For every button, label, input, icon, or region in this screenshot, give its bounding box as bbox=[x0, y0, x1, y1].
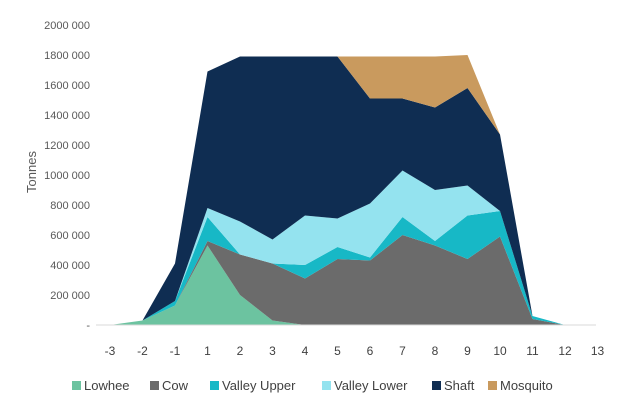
x-tick-label: 12 bbox=[558, 344, 572, 358]
x-tick-label: 11 bbox=[526, 344, 539, 358]
area-series-shaft bbox=[110, 56, 565, 325]
legend-swatch bbox=[210, 381, 219, 390]
y-tick-label: 400 000 bbox=[50, 260, 90, 272]
area-series-valley-upper bbox=[110, 211, 565, 325]
legend-swatch bbox=[322, 381, 331, 390]
y-tick-label: 600 000 bbox=[50, 230, 90, 242]
legend-swatch bbox=[432, 381, 441, 390]
x-axis-ticks: -3 -2 -1 1 2 3 4 5 6 7 8 9 10 11 12 13 bbox=[105, 344, 605, 358]
legend-label: Lowhee bbox=[84, 378, 130, 393]
legend-item-cow: Cow bbox=[150, 378, 189, 393]
area-series-valley-lower bbox=[110, 170, 565, 325]
x-tick-label: -2 bbox=[137, 344, 148, 358]
x-tick-label: 8 bbox=[432, 344, 439, 358]
y-tick-label: 2000 000 bbox=[44, 20, 90, 32]
y-tick-label: 1000 000 bbox=[44, 170, 90, 182]
x-tick-label: -1 bbox=[170, 344, 181, 358]
y-tick-label: 800 000 bbox=[50, 200, 90, 212]
y-axis-ticks: - 200 000 400 000 600 000 800 000 1000 000 120… bbox=[44, 20, 90, 332]
legend-label: Cow bbox=[162, 378, 189, 393]
area-series-cow bbox=[110, 235, 565, 325]
y-tick-label: 200 000 bbox=[50, 290, 90, 302]
x-tick-label: 9 bbox=[464, 344, 471, 358]
y-tick-label: 1200 000 bbox=[44, 140, 90, 152]
legend-swatch bbox=[488, 381, 497, 390]
legend-swatch bbox=[72, 381, 81, 390]
y-tick-label: - bbox=[86, 320, 90, 332]
x-tick-label: 3 bbox=[269, 344, 276, 358]
x-tick-label: 7 bbox=[399, 344, 406, 358]
y-tick-label: 1800 000 bbox=[44, 50, 90, 62]
x-tick-label: 2 bbox=[237, 344, 244, 358]
y-tick-label: 1400 000 bbox=[44, 110, 90, 122]
y-tick-label: 1600 000 bbox=[44, 80, 90, 92]
legend-item-valley-upper: Valley Upper bbox=[210, 378, 296, 393]
area-layers bbox=[110, 55, 565, 325]
x-tick-label: 1 bbox=[204, 344, 211, 358]
legend-label: Mosquito bbox=[500, 378, 553, 393]
legend-label: Valley Upper bbox=[222, 378, 296, 393]
area-series-lowhee bbox=[110, 245, 565, 325]
x-tick-label: 13 bbox=[591, 344, 605, 358]
legend-item-mosquito: Mosquito bbox=[488, 378, 553, 393]
legend-item-shaft: Shaft bbox=[432, 378, 475, 393]
x-tick-label: 4 bbox=[302, 344, 309, 358]
x-tick-label: 6 bbox=[367, 344, 374, 358]
legend-item-valley-lower: Valley Lower bbox=[322, 378, 408, 393]
legend-label: Valley Lower bbox=[334, 378, 408, 393]
legend-label: Shaft bbox=[444, 378, 475, 393]
x-tick-label: 10 bbox=[493, 344, 507, 358]
x-tick-label: -3 bbox=[105, 344, 116, 358]
legend-swatch bbox=[150, 381, 159, 390]
x-tick-label: 5 bbox=[334, 344, 341, 358]
y-axis-label: Tonnes bbox=[24, 151, 39, 193]
legend: Lowhee Cow Valley Upper Valley Lower Shaft Mo… bbox=[72, 378, 553, 393]
legend-item-lowhee: Lowhee bbox=[72, 378, 130, 393]
